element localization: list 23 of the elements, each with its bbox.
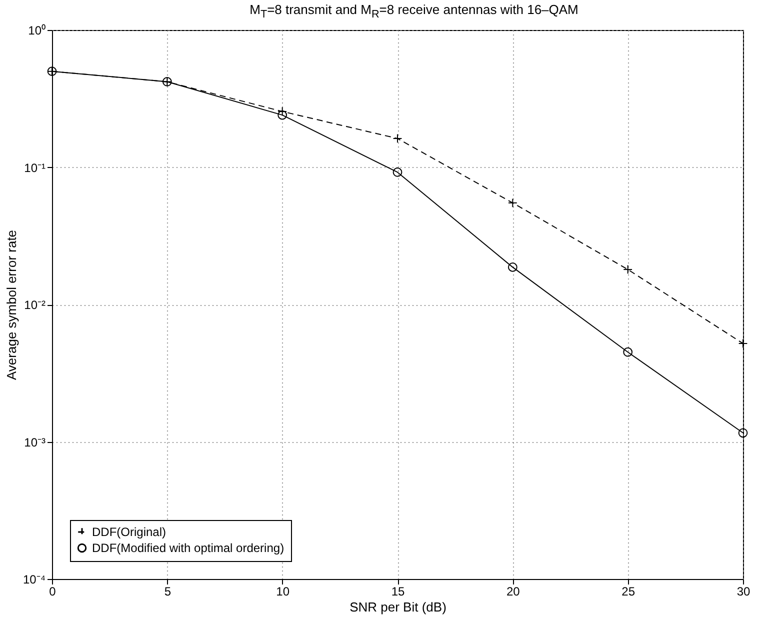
legend-label: DDF(Original) bbox=[92, 525, 166, 539]
y-tick-label: 10⁰ bbox=[28, 24, 46, 38]
x-tick-label: 0 bbox=[49, 584, 56, 598]
point bbox=[392, 168, 402, 177]
x-tick-label: 30 bbox=[736, 584, 750, 598]
x-tick-label: 25 bbox=[622, 584, 636, 598]
point bbox=[738, 428, 748, 438]
x-axis-title: SNR per Bit (dB) bbox=[350, 600, 446, 614]
x-tick-label: 20 bbox=[506, 584, 520, 598]
point bbox=[508, 262, 518, 272]
y-tick-label: 10⁻³ bbox=[24, 435, 46, 450]
point bbox=[623, 347, 633, 357]
legend-label: DDF(Modified with optimal ordering) bbox=[92, 541, 284, 555]
x-tick-label: 5 bbox=[164, 584, 172, 598]
y-tick-label: 10⁻⁴ bbox=[22, 572, 46, 586]
y-tick-label: 10⁻¹ bbox=[24, 160, 46, 175]
y-axis-title: Average symbol error rate bbox=[4, 230, 19, 380]
chart-title: M$_{T}$=8 transmit and M$_{R}$=8 receive antennas with 16–QAM bbox=[248, 1, 580, 21]
x-tick-label: 10 bbox=[276, 584, 290, 598]
x-tick-label: 15 bbox=[391, 584, 405, 598]
y-tick-label: 10⁻² bbox=[24, 298, 46, 312]
point bbox=[508, 198, 518, 208]
point bbox=[278, 110, 288, 120]
